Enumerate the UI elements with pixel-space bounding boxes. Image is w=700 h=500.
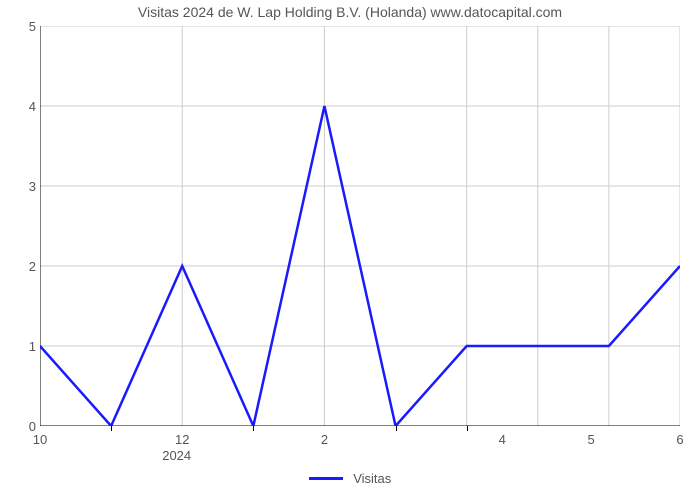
legend-swatch-icon (309, 477, 343, 480)
x-minor-tick (111, 426, 112, 431)
x-minor-tick (253, 426, 254, 431)
x-tick-label: 5 (571, 432, 611, 447)
x-tick-label: 6 (660, 432, 700, 447)
plot-svg (40, 26, 680, 426)
x-tick-label: 2 (304, 432, 344, 447)
chart-container: Visitas 2024 de W. Lap Holding B.V. (Hol… (0, 0, 700, 500)
x-minor-tick (396, 426, 397, 431)
x-tick-label: 4 (482, 432, 522, 447)
legend-label: Visitas (353, 471, 391, 486)
y-tick-label: 1 (8, 339, 36, 354)
x-tick-label: 12 (162, 432, 202, 447)
grid-group (40, 26, 680, 426)
y-tick-label: 5 (8, 19, 36, 34)
plot-area (40, 26, 680, 426)
x-tick-label: 10 (20, 432, 60, 447)
chart-title: Visitas 2024 de W. Lap Holding B.V. (Hol… (0, 4, 700, 20)
legend: Visitas (0, 470, 700, 488)
axis-group (40, 26, 680, 426)
y-tick-label: 4 (8, 99, 36, 114)
x-axis-secondary-label: 2024 (162, 448, 191, 463)
x-minor-tick (467, 426, 468, 431)
y-tick-label: 3 (8, 179, 36, 194)
y-tick-label: 2 (8, 259, 36, 274)
